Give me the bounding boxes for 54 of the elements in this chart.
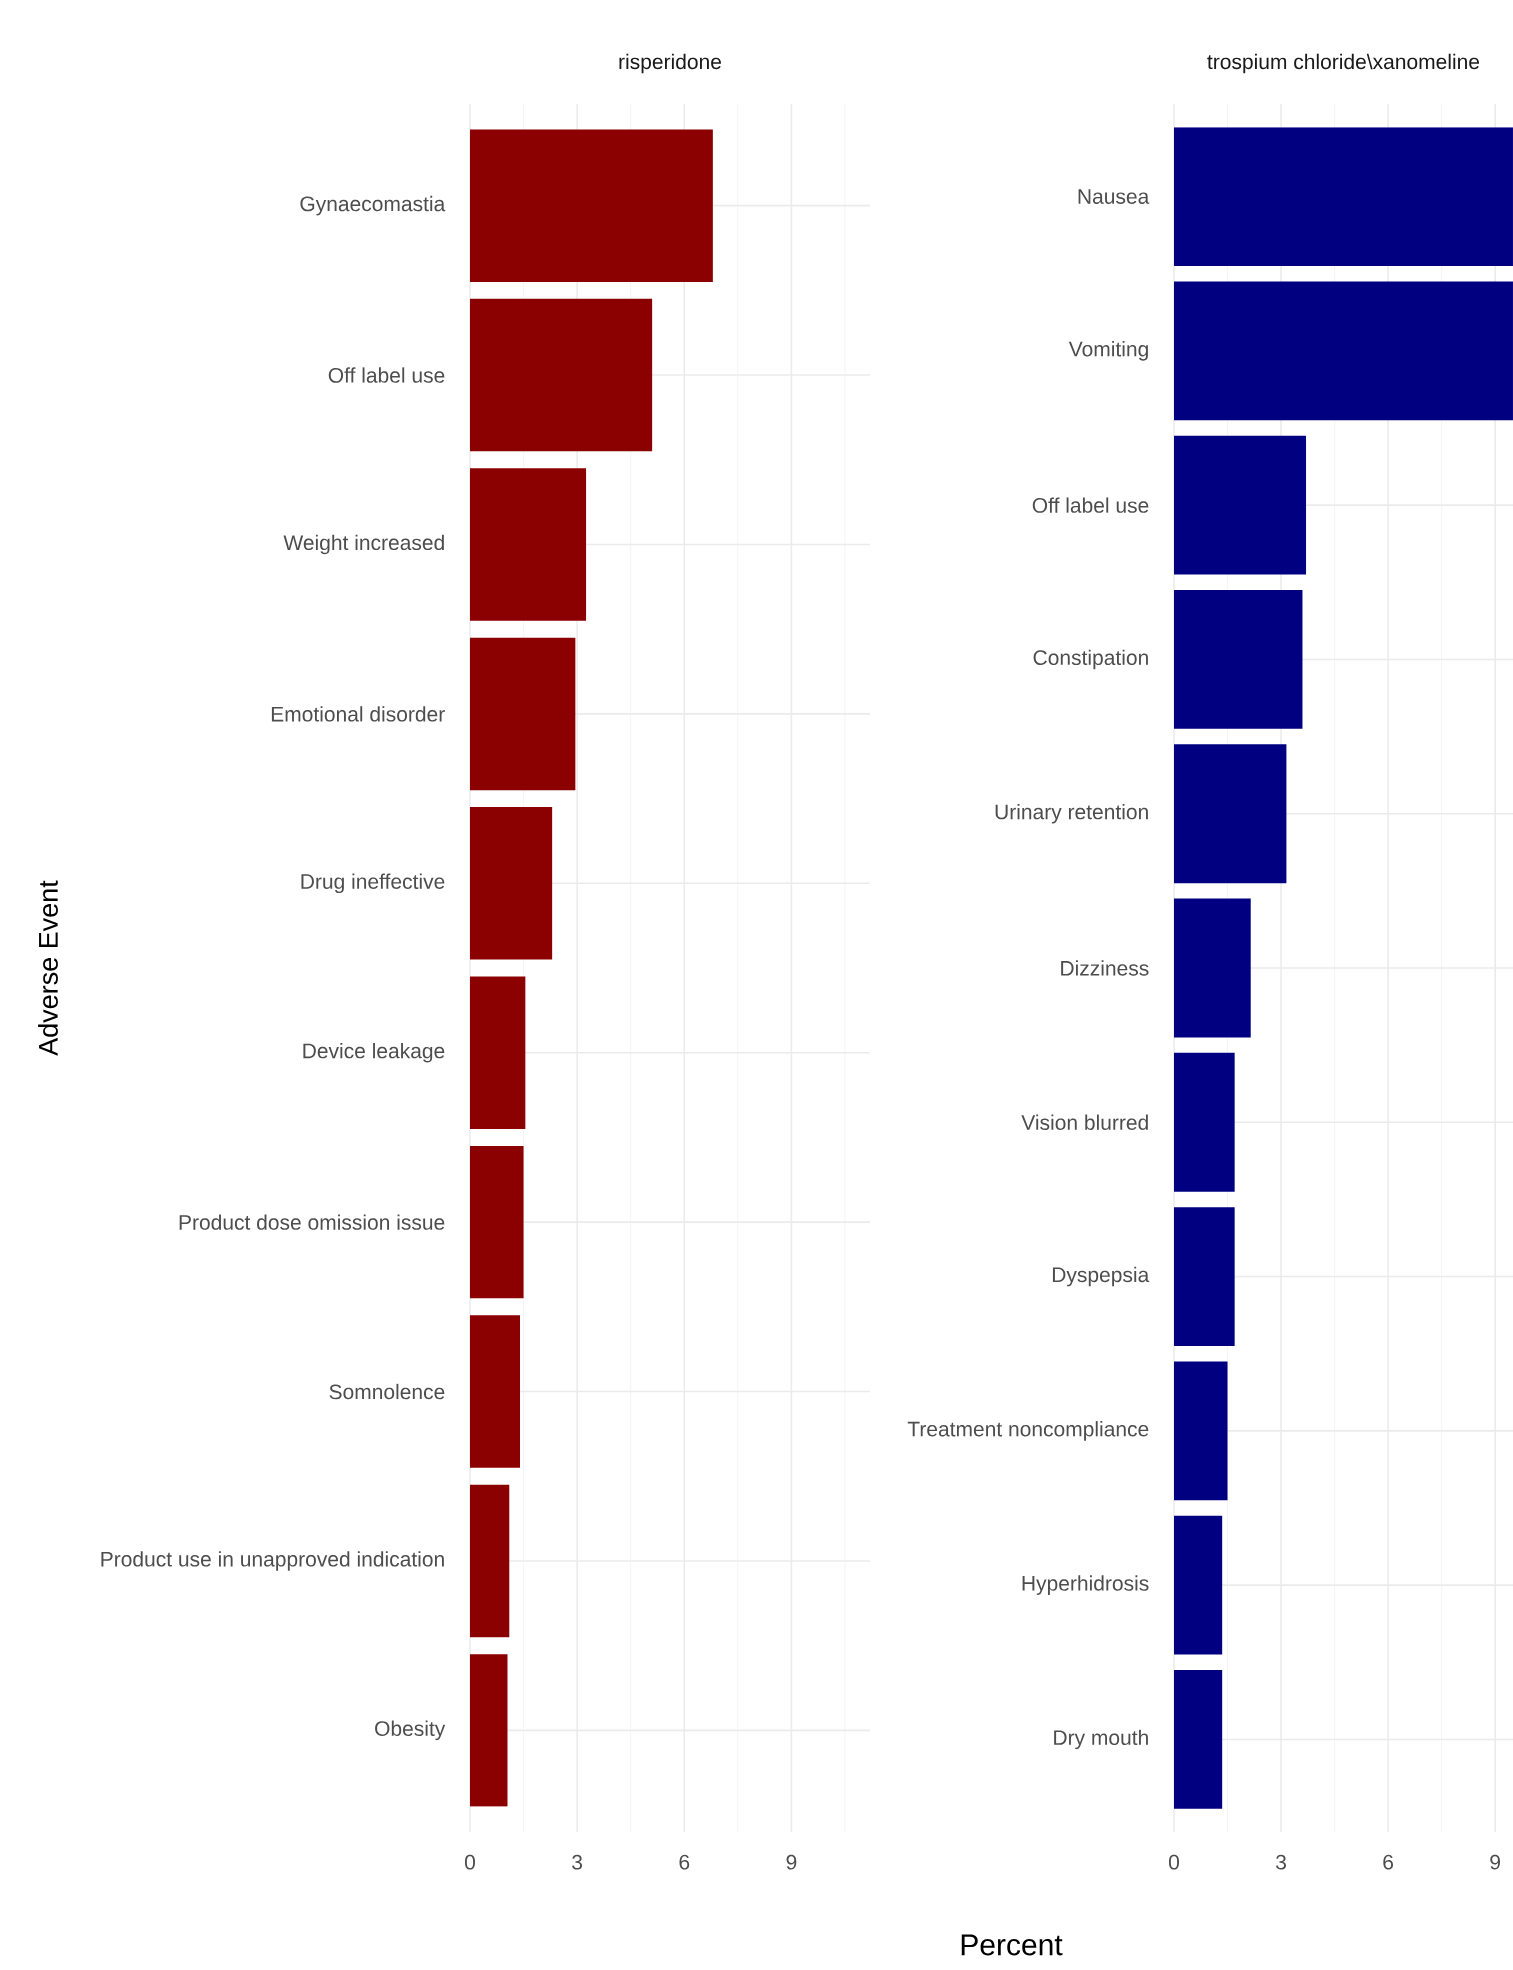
x-tick-label: 3 <box>572 1854 583 1870</box>
x-axis-title: Percent <box>961 1934 1063 1956</box>
bar <box>1174 898 1251 1038</box>
bar <box>1174 281 1513 421</box>
y-tick-label: Dizziness <box>1061 960 1149 976</box>
y-tick-label: Gynaecomastia <box>300 195 446 216</box>
bar <box>470 807 553 960</box>
bar <box>470 1654 508 1807</box>
y-tick-label: Product use in unapproved indication <box>101 1551 444 1571</box>
bar <box>1174 435 1307 575</box>
y-tick-label: Weight increased <box>283 534 444 555</box>
x-tick-label: 3 <box>1276 1854 1286 1870</box>
bar <box>470 468 587 621</box>
y-tick-label: Urinary retention <box>995 803 1148 824</box>
bar <box>1174 590 1303 729</box>
y-tick-label: Product dose omission issue <box>179 1214 445 1230</box>
chart-title: trospium chloride\xanomeline <box>1207 53 1480 74</box>
bar <box>470 1484 510 1638</box>
bar <box>1174 1207 1235 1346</box>
bar <box>470 976 526 1129</box>
y-tick-label: Nausea <box>1078 189 1150 204</box>
x-tick-label: 9 <box>1490 1854 1500 1870</box>
bar <box>1174 744 1287 884</box>
y-tick-label: Off label use <box>328 367 445 383</box>
y-tick-label: Emotional disorder <box>271 706 445 722</box>
bar <box>1174 1052 1235 1192</box>
x-tick-label: 0 <box>464 1854 476 1870</box>
y-tick-label: Vision blurred <box>1021 1114 1148 1130</box>
y-tick-label: Drug ineffective <box>301 873 445 894</box>
x-tick-label: 0 <box>1168 1854 1180 1870</box>
y-tick-label: Treatment noncompliance <box>907 1421 1149 1441</box>
bar <box>470 129 713 282</box>
x-tick-label: 9 <box>786 1854 797 1870</box>
bar <box>470 1315 520 1468</box>
x-tick-label: 6 <box>1383 1854 1394 1870</box>
y-tick-label: Obesity <box>375 1720 446 1741</box>
bar <box>1174 127 1513 267</box>
y-tick-label: Hyperhidrosis <box>1022 1575 1149 1595</box>
y-tick-label: Dyspepsia <box>1052 1266 1150 1287</box>
bar <box>470 637 576 791</box>
bar <box>1174 1515 1223 1655</box>
bar <box>470 298 653 452</box>
y-tick-label: Dry mouth <box>1054 1729 1148 1750</box>
x-tick-label: 6 <box>679 1854 690 1870</box>
chart-title: risperidone <box>619 53 721 74</box>
y-tick-label: Somnolence <box>329 1383 445 1400</box>
y-axis-title: Adverse Event <box>38 880 58 1056</box>
y-tick-label: Constipation <box>1033 649 1148 670</box>
y-tick-label: Off label use <box>1032 497 1149 513</box>
bar <box>1174 1361 1228 1501</box>
y-tick-label: Device leakage <box>303 1042 445 1063</box>
bar <box>470 1145 524 1299</box>
bar <box>1174 1670 1223 1809</box>
y-tick-label: Vomiting <box>1068 341 1148 361</box>
